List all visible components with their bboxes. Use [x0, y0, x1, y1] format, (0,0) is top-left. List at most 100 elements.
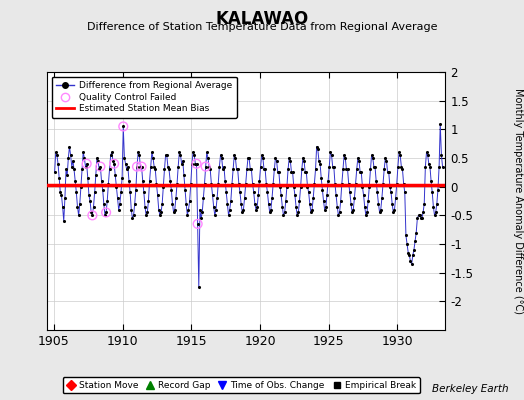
Point [410, 246, 418, 253]
Point [88, 212, 96, 218]
Point [161, 152, 170, 158]
Point [67, 152, 75, 158]
Point [266, 209, 274, 216]
Point [245, 155, 253, 161]
Point [335, 209, 344, 216]
Point [179, 158, 187, 164]
Point [267, 206, 275, 213]
Point [423, 152, 432, 158]
Point [403, 241, 411, 247]
Point [53, 152, 61, 158]
Point [336, 198, 345, 204]
Point [270, 166, 279, 173]
Point [310, 180, 319, 187]
Point [350, 195, 358, 201]
Point [175, 149, 183, 156]
Point [373, 189, 381, 196]
Point [371, 163, 379, 170]
Point [366, 166, 375, 173]
Point [160, 166, 169, 173]
Point [54, 160, 62, 167]
Point [404, 250, 412, 256]
Point [71, 178, 80, 184]
Point [274, 169, 282, 176]
Point [430, 212, 439, 218]
Point [73, 204, 82, 210]
Point [148, 149, 156, 156]
Point [312, 143, 321, 150]
Point [344, 180, 353, 187]
Point [93, 155, 101, 161]
Point [228, 180, 236, 187]
Point [192, 160, 201, 167]
Point [243, 166, 251, 173]
Point [64, 155, 72, 161]
Point [244, 155, 252, 161]
Point [133, 163, 141, 170]
Point [158, 201, 166, 207]
Point [381, 155, 389, 161]
Point [75, 201, 84, 207]
Point [431, 209, 440, 216]
Point [237, 201, 245, 207]
Point [372, 178, 380, 184]
Point [241, 195, 249, 201]
Point [79, 149, 88, 156]
Point [395, 149, 403, 156]
Point [159, 184, 168, 190]
Point [374, 201, 383, 207]
Point [70, 166, 78, 173]
Point [322, 204, 330, 210]
Point [184, 206, 193, 213]
Point [133, 163, 141, 170]
Point [104, 180, 113, 187]
Point [114, 206, 123, 213]
Point [249, 189, 258, 196]
Point [359, 192, 368, 198]
Point [375, 209, 384, 216]
Point [212, 206, 220, 213]
Point [424, 160, 433, 167]
Point [82, 160, 91, 167]
Point [194, 284, 203, 290]
Point [363, 209, 371, 216]
Point [316, 160, 324, 167]
Point [128, 215, 137, 222]
Point [171, 206, 179, 213]
Text: Monthly Temperature Anomaly Difference (°C): Monthly Temperature Anomaly Difference (… [513, 88, 523, 314]
Point [221, 178, 230, 184]
Point [402, 232, 410, 238]
Point [388, 201, 396, 207]
Point [263, 189, 271, 196]
Point [72, 189, 81, 196]
Point [271, 155, 280, 161]
Point [82, 160, 91, 167]
Point [426, 163, 434, 170]
Point [353, 166, 361, 173]
Point [337, 180, 346, 187]
Point [339, 166, 347, 173]
Point [80, 155, 89, 161]
Point [302, 169, 311, 176]
Point [206, 166, 214, 173]
Point [189, 149, 197, 156]
Point [288, 169, 297, 176]
Point [278, 204, 287, 210]
Point [220, 163, 228, 170]
Point [394, 163, 402, 170]
Point [307, 209, 315, 216]
Point [435, 163, 443, 170]
Point [242, 180, 250, 187]
Point [111, 172, 119, 178]
Point [239, 206, 248, 213]
Point [292, 204, 300, 210]
Point [301, 169, 309, 176]
Point [287, 169, 296, 176]
Point [368, 155, 377, 161]
Point [205, 163, 213, 170]
Point [235, 180, 243, 187]
Point [141, 204, 149, 210]
Point [123, 166, 131, 173]
Point [55, 175, 63, 181]
Point [252, 206, 260, 213]
